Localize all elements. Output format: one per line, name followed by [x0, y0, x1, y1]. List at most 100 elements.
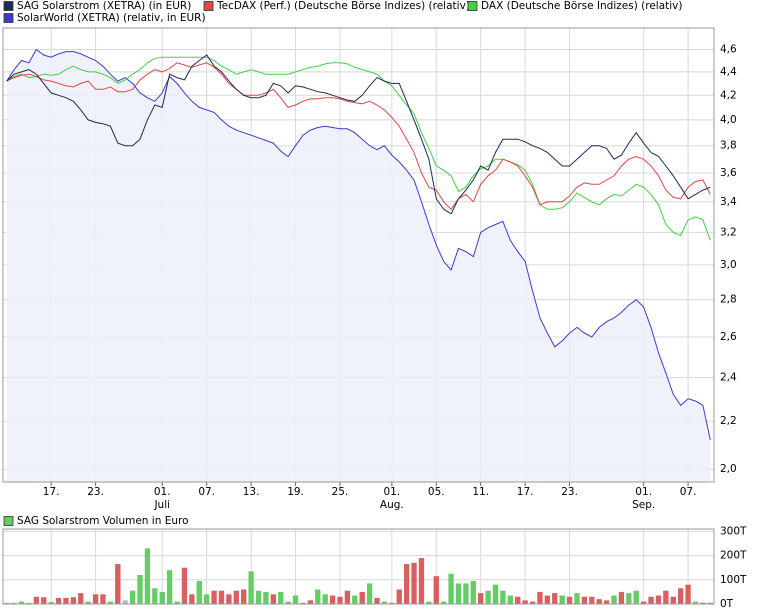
x-tick-label: 23.: [87, 486, 104, 498]
x-month-label: Juli: [153, 499, 170, 511]
legend-swatch: [3, 1, 14, 11]
bar: [41, 597, 47, 604]
bar: [640, 601, 647, 604]
bar: [285, 601, 291, 604]
x-tick-label: 07.: [198, 486, 215, 498]
bar: [152, 588, 158, 604]
bar: [478, 593, 484, 604]
bar: [270, 594, 276, 604]
legend-swatch: [203, 1, 214, 11]
bar: [189, 594, 195, 604]
bar: [566, 596, 573, 604]
bar: [389, 602, 395, 604]
x-tick-label: 19.: [287, 486, 304, 498]
bar: [241, 589, 247, 604]
bar: [670, 596, 676, 604]
line: [6, 48, 711, 441]
bar: [70, 597, 77, 604]
y-tick-label: 200T: [720, 550, 747, 562]
bar: [115, 564, 121, 604]
plot-frame: [2, 27, 715, 483]
bar: [166, 570, 173, 604]
legend-label: DAX (Deutsche Börse Indizes) (relativ): [481, 0, 682, 12]
bar: [344, 590, 351, 604]
y-tick-label: 2,0: [720, 463, 737, 475]
bar: [255, 590, 262, 604]
bar: [589, 596, 595, 604]
bar: [144, 548, 151, 604]
bar: [374, 597, 380, 604]
bar: [226, 594, 232, 604]
legend-swatch: [467, 1, 478, 11]
bar: [263, 591, 269, 604]
bar: [307, 600, 314, 604]
bar: [78, 593, 84, 604]
y-tick-label: 4,2: [720, 89, 737, 101]
y-tick-label: 100T: [720, 574, 747, 586]
x-tick-label: 23.: [561, 486, 578, 498]
x-tick-label: 07.: [680, 486, 697, 498]
bar: [26, 602, 32, 604]
bar: [159, 591, 165, 604]
bar: [329, 595, 336, 604]
y-tick-label: 3,2: [720, 226, 737, 238]
bar: [522, 600, 528, 604]
x-tick-label: 01.: [154, 486, 171, 498]
y-tick-label: 300T: [720, 525, 747, 537]
bar: [359, 591, 365, 604]
x-tick-label: 17.: [43, 486, 60, 498]
bar: [85, 601, 91, 604]
y-tick-label: 3,0: [720, 259, 737, 271]
x-tick-label: 05.: [428, 486, 445, 498]
x-tick-label: 01.: [383, 486, 400, 498]
bar: [448, 573, 454, 604]
bar: [581, 596, 588, 604]
bar: [700, 602, 706, 604]
y-tick-label: 2,2: [720, 415, 737, 427]
legend-label: SAG Solarstrom Volumen in Euro: [17, 515, 189, 527]
plot-frame: [2, 528, 715, 605]
bar: [107, 601, 114, 604]
bar: [515, 596, 521, 604]
line: [6, 56, 711, 241]
bar: [552, 593, 558, 604]
bar: [685, 584, 691, 604]
bar: [507, 595, 513, 604]
bar: [492, 584, 499, 604]
bar: [485, 590, 491, 604]
bar: [403, 564, 410, 604]
y-tick-label: 2,6: [720, 331, 737, 343]
y-tick-label: 3,8: [720, 140, 737, 152]
bar: [559, 595, 565, 604]
bar: [122, 600, 128, 604]
bar: [48, 602, 54, 604]
bar: [529, 601, 536, 604]
bar: [204, 594, 210, 604]
area: [6, 49, 711, 482]
bar: [278, 591, 284, 604]
bar: [233, 590, 239, 604]
bar: [463, 583, 469, 604]
bar: [455, 583, 462, 604]
bar: [248, 571, 254, 604]
bar: [18, 601, 25, 604]
bar: [315, 589, 321, 604]
bar: [500, 590, 506, 604]
bar: [441, 601, 447, 604]
bar: [11, 602, 17, 604]
bar: [366, 583, 373, 604]
x-month-label: Sep.: [632, 499, 655, 511]
y-tick-label: 2,8: [720, 294, 737, 306]
bar: [300, 602, 306, 604]
y-tick-label: 0T: [720, 598, 734, 610]
bar: [4, 602, 10, 604]
bar: [537, 591, 543, 604]
bar: [218, 590, 225, 604]
bar: [337, 596, 343, 604]
y-tick-label: 3,6: [720, 167, 737, 179]
bar: [33, 596, 39, 604]
legend-swatch: [3, 516, 14, 526]
bar: [381, 601, 388, 604]
legend-label: TecDAX (Perf.) (Deutsche Börse Indizes) …: [216, 0, 470, 12]
